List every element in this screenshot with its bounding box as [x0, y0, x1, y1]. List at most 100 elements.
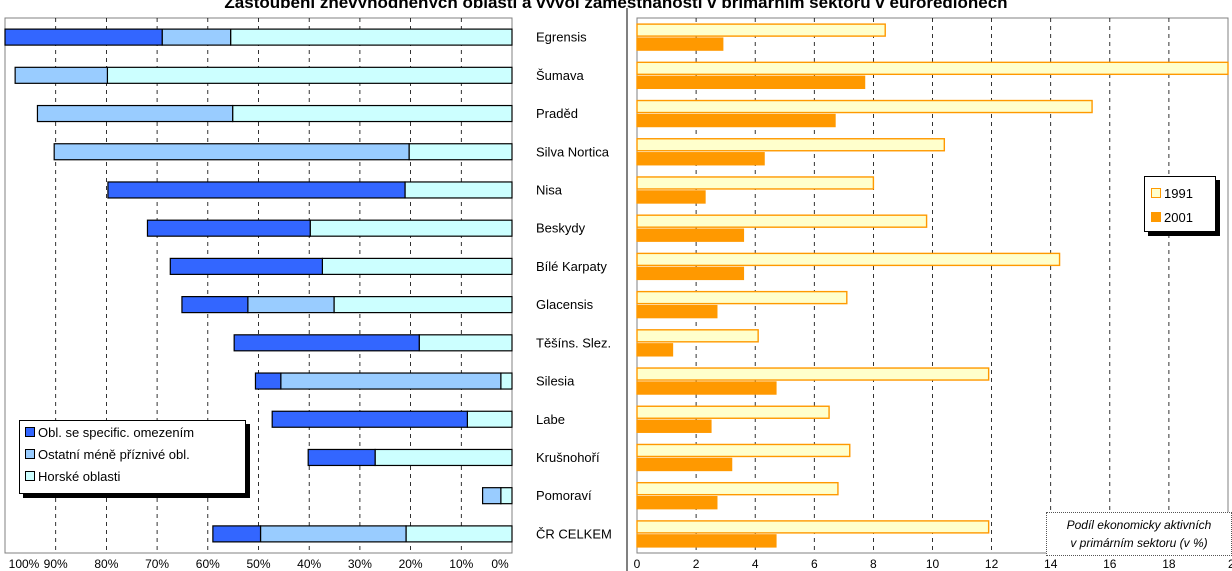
category-label: Pomoraví: [536, 488, 592, 503]
category-label: ČR CELKEM: [536, 526, 612, 541]
left-tick-label: 100%: [9, 557, 40, 571]
left-tick-label: 70%: [145, 557, 169, 571]
chart-title: Zastoupení znevýhodněných oblastí a vývo…: [0, 0, 1232, 8]
right-panel: 0 2 4 6 8 10 12 14 16 18 20: [626, 8, 1232, 571]
right-bar: [636, 252, 1061, 267]
left-bar-segment: [181, 296, 249, 314]
right-tick-label: 8: [870, 557, 877, 571]
left-bar-segment: [232, 104, 513, 123]
left-tick-label: 20%: [399, 557, 423, 571]
right-bar: [636, 304, 718, 319]
right-bar: [636, 381, 777, 395]
right-bar: [636, 61, 1229, 76]
legend-swatch: [25, 427, 35, 437]
right-bar: [636, 176, 875, 190]
right-legend: 1991 2001: [1144, 176, 1216, 232]
left-bar-segment: [233, 334, 420, 352]
left-bar-segment: [230, 28, 513, 46]
left-bar-segment: [14, 66, 109, 84]
right-bar: [636, 75, 866, 90]
right-tick-label: 12: [985, 557, 999, 571]
right-bar: [636, 37, 724, 51]
right-bar: [636, 534, 777, 548]
right-bar: [636, 329, 759, 343]
left-bar-segment: [333, 296, 513, 314]
left-tick-label: 10%: [449, 557, 473, 571]
right-bar: [636, 113, 836, 128]
right-tick-label: 4: [752, 557, 759, 571]
left-bar-segment: [404, 181, 513, 199]
left-bar-segment: [146, 219, 311, 237]
left-bar-segment: [254, 372, 282, 390]
category-label: Těšíns. Slez.: [536, 335, 611, 350]
right-tick-label: 6: [811, 557, 818, 571]
category-label: Nisa: [536, 182, 563, 197]
category-label: Šumava: [536, 68, 584, 83]
left-bar-segment: [53, 143, 410, 161]
legend-label: 2001: [1164, 209, 1193, 225]
legend-item-mountain: Horské oblasti: [20, 465, 245, 487]
left-bar-segment: [405, 525, 513, 543]
right-tick-label: 20: [1228, 557, 1232, 571]
left-bar-segment: [36, 104, 234, 123]
right-bar: [636, 367, 990, 381]
right-bar: [636, 23, 886, 37]
left-bar-segment: [4, 28, 163, 46]
left-tick-label: 50%: [246, 557, 270, 571]
right-bar: [636, 520, 990, 534]
legend-item-other: Ostatní méně příznivé obl.: [20, 443, 245, 465]
left-legend: Obl. se specific. omezením Ostatní méně …: [19, 420, 246, 494]
right-tick-label: 14: [1044, 557, 1058, 571]
right-bar: [636, 290, 848, 305]
right-bar: [636, 443, 851, 458]
legend-item-1991: 1991: [1145, 181, 1215, 205]
right-bar: [636, 457, 733, 472]
right-bar: [636, 138, 946, 152]
left-tick-label: 90%: [44, 557, 68, 571]
category-label: Beskydy: [536, 221, 586, 236]
right-bar: [636, 481, 839, 496]
left-bar-segment: [481, 487, 502, 505]
category-label: Praděd: [536, 106, 578, 121]
right-bar: [636, 228, 745, 242]
category-labels: Egrensis Šumava Praděd Silva Nortica Nisa Bes…: [536, 30, 612, 542]
left-bar-segment: [247, 296, 335, 314]
right-tick-label: 0: [634, 557, 641, 571]
left-bar-segment: [161, 28, 232, 46]
legend-label: Obl. se specific. omezením: [38, 424, 195, 440]
right-tick-label: 10: [926, 557, 940, 571]
right-bar: [636, 214, 928, 228]
left-tick-label: 60%: [196, 557, 220, 571]
right-bar: [636, 343, 674, 357]
left-bar-segment: [408, 143, 513, 161]
left-bar-segment: [280, 372, 502, 390]
right-bar: [636, 405, 830, 419]
category-label: Bílé Karpaty: [536, 259, 607, 274]
left-tick-label: 40%: [297, 557, 321, 571]
category-label: Labe: [536, 412, 565, 427]
chart-note: Podíl ekonomicky aktivních v primárním s…: [1046, 512, 1232, 556]
right-bar: [636, 99, 1093, 114]
note-line-2: v primárním sektoru (v %): [1070, 536, 1208, 550]
right-bar: [636, 190, 706, 204]
legend-label: Ostatní méně příznivé obl.: [38, 446, 190, 462]
right-bar: [636, 152, 765, 166]
left-bar-segment: [107, 181, 406, 199]
left-bar-segment: [500, 372, 513, 390]
right-tick-label: 18: [1162, 557, 1176, 571]
left-bar-segment: [271, 410, 468, 428]
right-tick-label: 16: [1103, 557, 1117, 571]
legend-label: 1991: [1164, 185, 1193, 201]
left-bar-segment: [466, 410, 513, 428]
legend-item-2001: 2001: [1145, 205, 1215, 229]
left-bar-segment: [106, 66, 513, 84]
left-bar-segment: [374, 448, 513, 467]
right-tick-label: 2: [693, 557, 700, 571]
left-tick-label: 30%: [348, 557, 372, 571]
category-label: Glacensis: [536, 297, 594, 312]
category-label: Silesia: [536, 374, 575, 389]
left-bar-segment: [321, 257, 513, 275]
note-line-1: Podíl ekonomicky aktivních: [1066, 518, 1212, 532]
right-bar: [636, 495, 718, 510]
